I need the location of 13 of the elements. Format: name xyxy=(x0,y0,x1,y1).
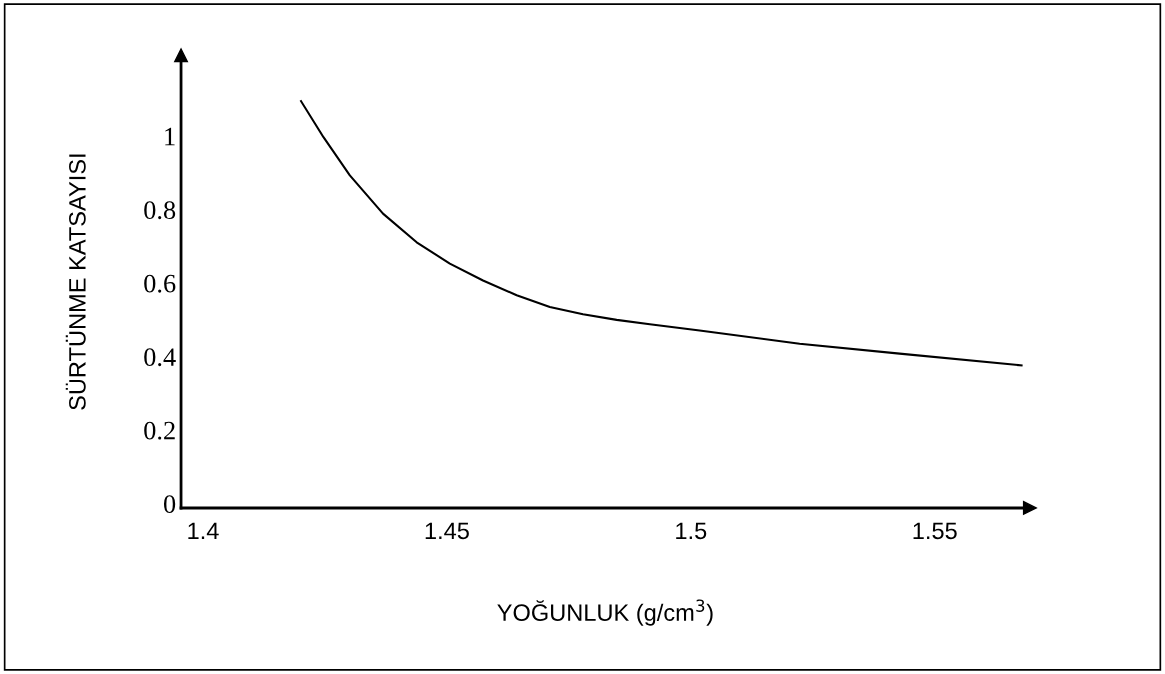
y-tick-label: 0.2 xyxy=(144,421,175,440)
y-tick-label: 1 xyxy=(165,127,175,146)
y-axis-title: SÜRTÜNME KATSAYISI xyxy=(65,154,86,410)
x-tick-label: 1.45 xyxy=(425,522,469,540)
y-tick-label: 0.8 xyxy=(144,201,176,220)
line-series xyxy=(300,100,1023,367)
y-tick-label: 0 xyxy=(163,495,176,513)
x-axis-title: YOĞUNLUK (g/cm$^{3}$) xyxy=(497,599,713,626)
y-tick-label: 0.6 xyxy=(144,274,176,293)
x-tick-label: 1.4 xyxy=(188,522,219,539)
x-tick-label: 1.55 xyxy=(913,522,957,540)
x-tick-label: 1.5 xyxy=(676,522,707,540)
y-tick-label: 0.4 xyxy=(144,348,176,367)
